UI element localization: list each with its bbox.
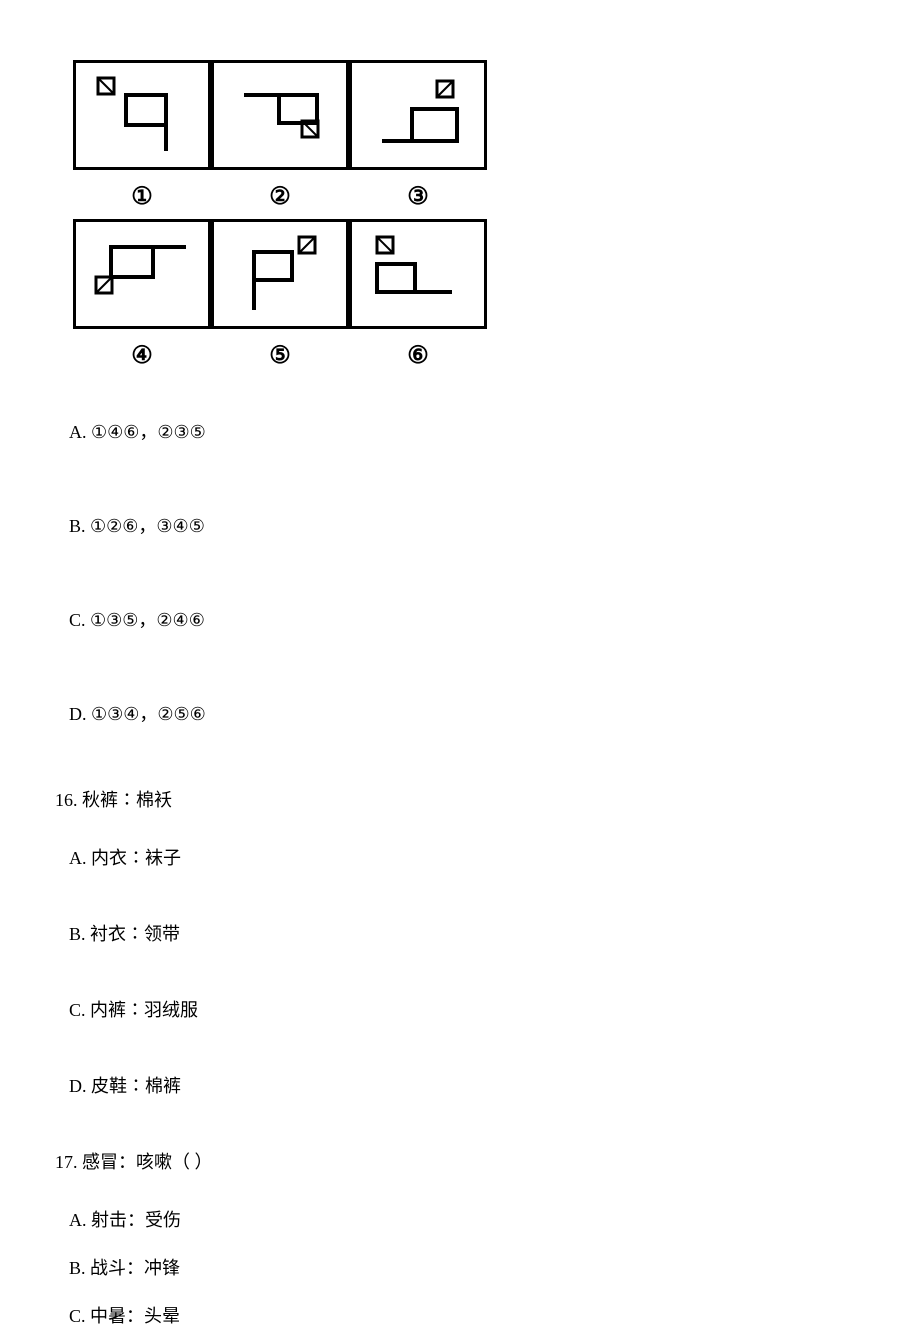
q17-title: 17. 感冒：咳嗽（ ） <box>55 1148 865 1174</box>
q15-option-b: B. ①②⑥，③④⑤ <box>69 504 865 546</box>
figure-label-row2: ④ ⑤ ⑥ <box>73 341 865 370</box>
q15-options: A. ①④⑥，②③⑤ B. ①②⑥，③④⑤ C. ①③⑤，②④⑥ D. ①③④，… <box>55 410 865 734</box>
figure-cell-4 <box>73 219 211 329</box>
q16-title: 16. 秋裤∶棉袄 <box>55 786 865 812</box>
q16-option-a: A. 内衣∶袜子 <box>69 844 865 870</box>
q16-option-c: C. 内裤∶羽绒服 <box>69 996 865 1022</box>
figure-cell-2 <box>211 60 349 170</box>
q15-option-d: D. ①③④，②⑤⑥ <box>69 692 865 734</box>
figure-cell-3 <box>349 60 487 170</box>
figure-label-5: ⑤ <box>211 341 349 370</box>
figure-grid-row1 <box>73 60 865 170</box>
figure-label-1: ① <box>73 182 211 211</box>
figure-label-4: ④ <box>73 341 211 370</box>
figure-cell-1 <box>73 60 211 170</box>
q16-option-d: D. 皮鞋∶棉裤 <box>69 1072 865 1098</box>
q15-option-a: A. ①④⑥，②③⑤ <box>69 410 865 452</box>
figure-label-row1: ① ② ③ <box>73 182 865 211</box>
q17-option-c: C. 中暑：头晕 <box>69 1302 865 1328</box>
figure-cell-5 <box>211 219 349 329</box>
figure-cell-6 <box>349 219 487 329</box>
figure-grid-row2 <box>73 219 865 329</box>
q17-option-b: B. 战斗：冲锋 <box>69 1254 865 1280</box>
figure-label-6: ⑥ <box>349 341 487 370</box>
figure-label-2: ② <box>211 182 349 211</box>
q15-option-c: C. ①③⑤，②④⑥ <box>69 598 865 640</box>
q17-option-a: A. 射击：受伤 <box>69 1206 865 1232</box>
q16-option-b: B. 衬衣∶领带 <box>69 920 865 946</box>
figure-label-3: ③ <box>349 182 487 211</box>
